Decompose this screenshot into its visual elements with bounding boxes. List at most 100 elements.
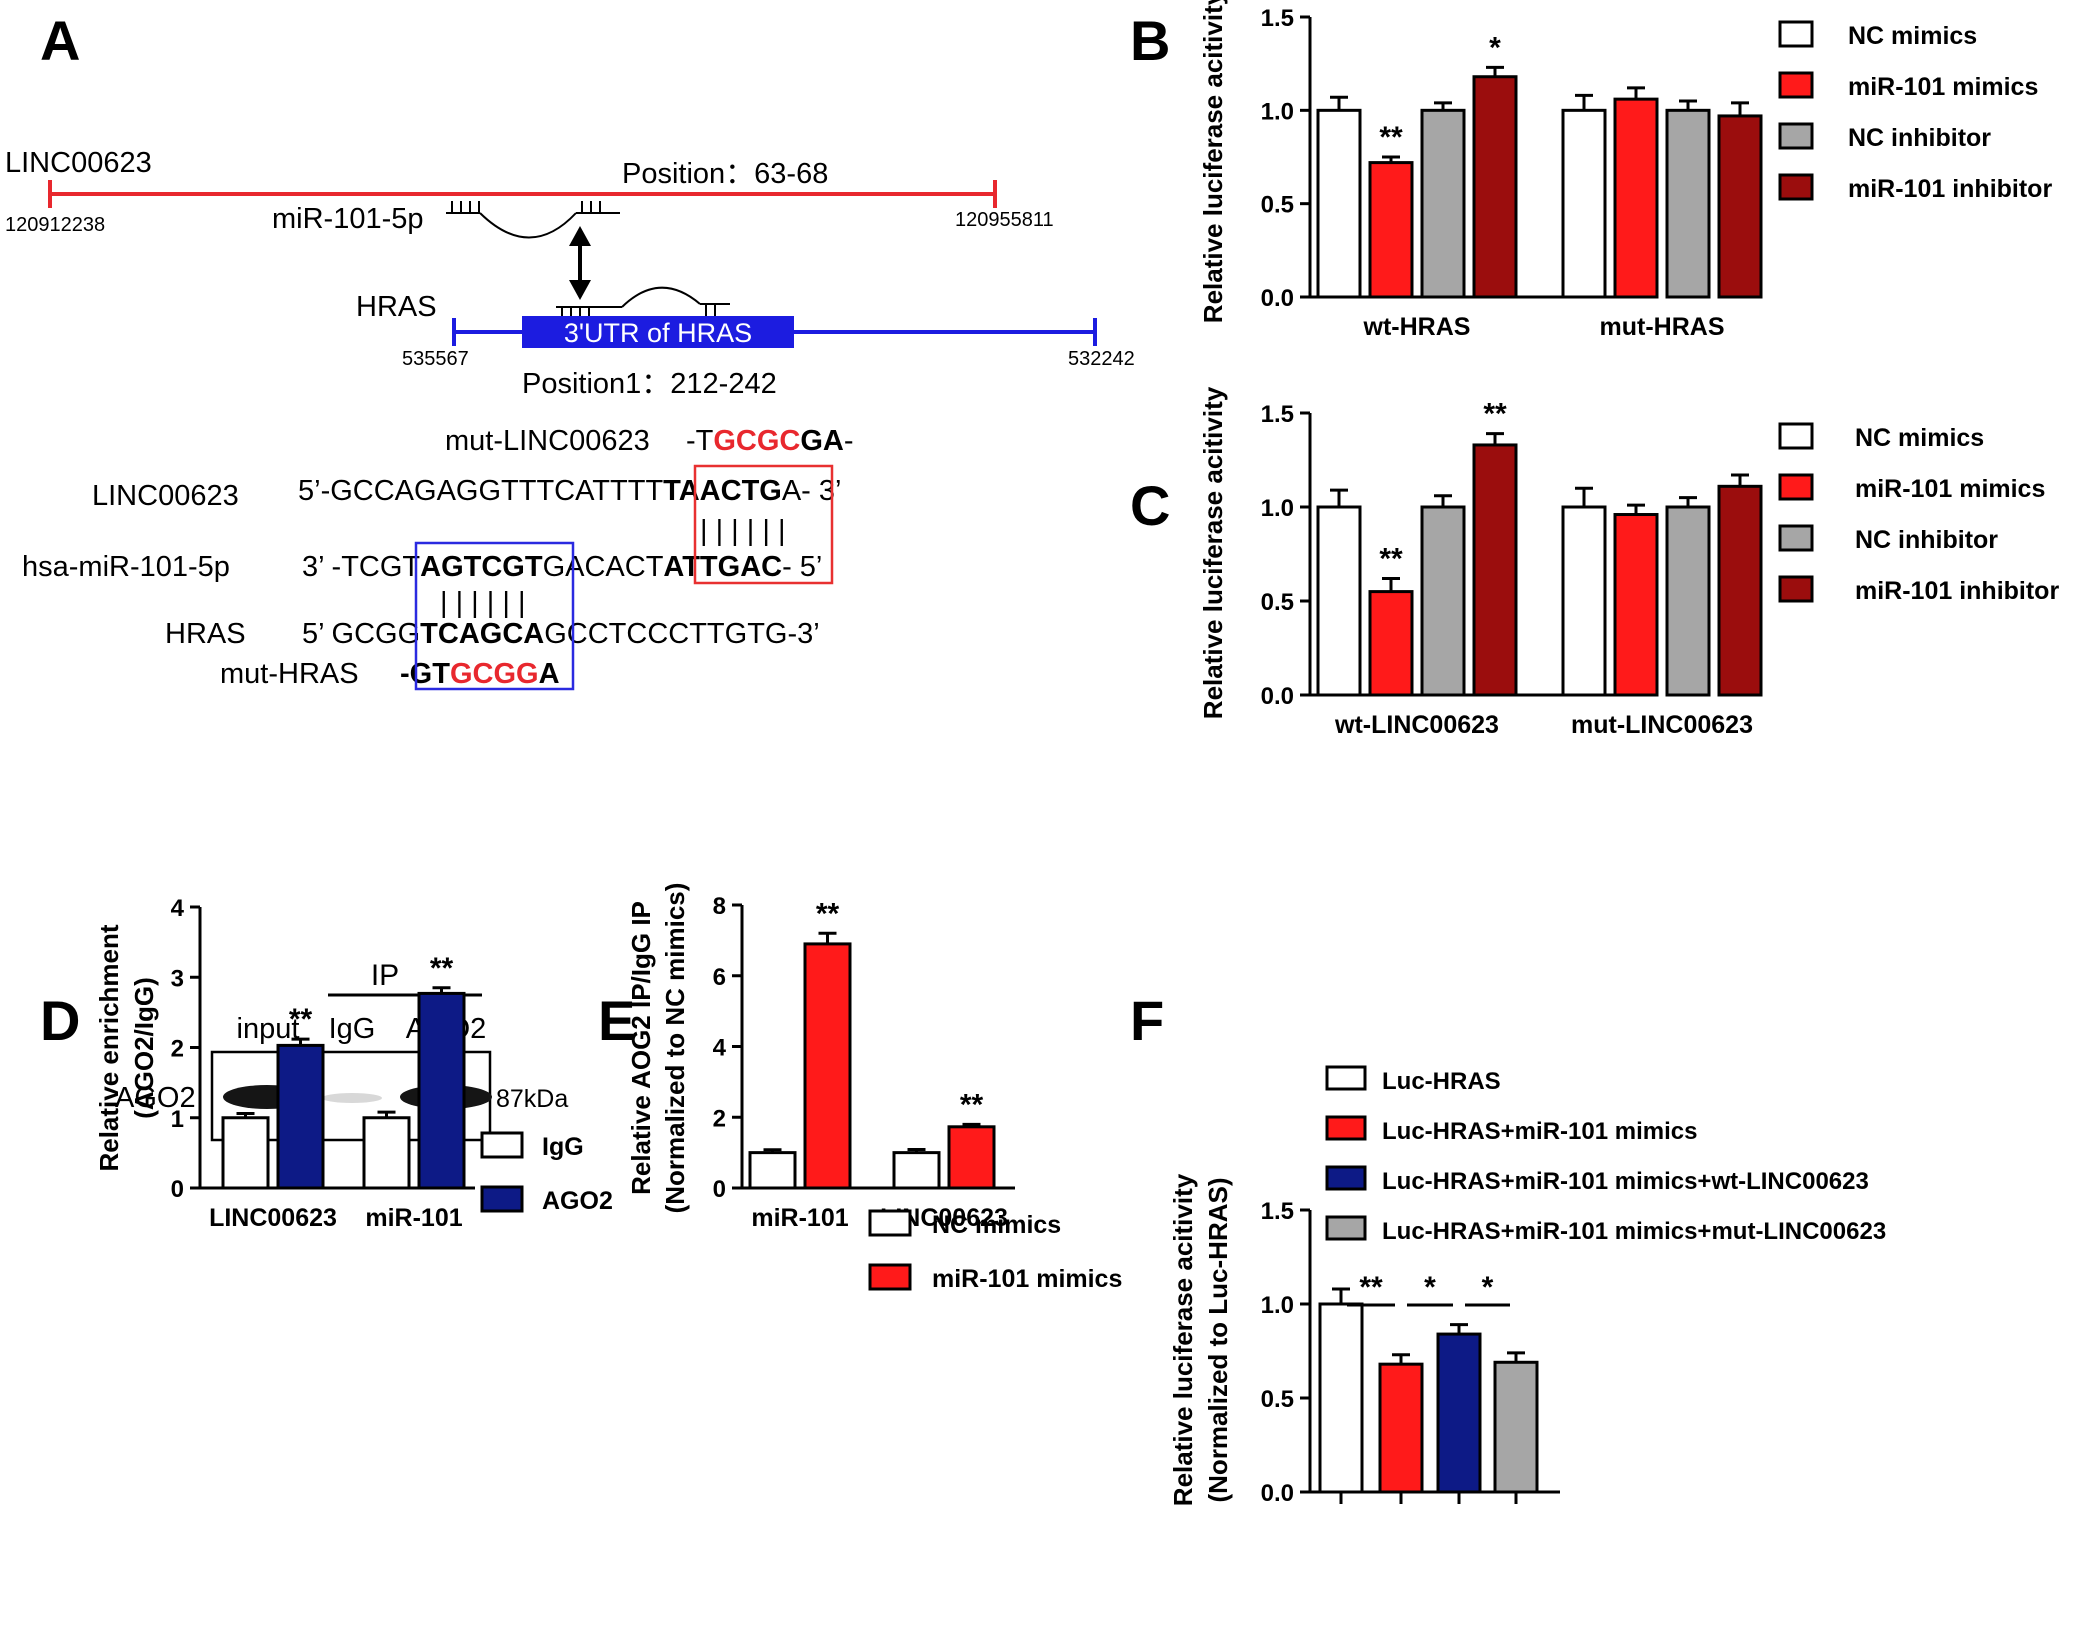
legend-label: miR-101 mimics (1855, 475, 2045, 503)
binding-arrow (569, 226, 591, 300)
bar-ago2 (276, 1043, 325, 1190)
position-label: Position：63-68 (622, 158, 828, 190)
legend-swatch (1778, 524, 1814, 552)
bar-nc-mimics (1316, 108, 1362, 299)
mut-hras-seq: -GTGCGGA (400, 658, 560, 690)
bar-nc-mimics (892, 1151, 941, 1190)
significance-marker: ** (1359, 1271, 1383, 1304)
significance-marker: ** (816, 897, 840, 930)
y-tick-label: 0.5 (1261, 192, 1294, 219)
legend-swatch (868, 1209, 912, 1237)
x-category-label: mut-HRAS (1600, 313, 1725, 341)
bar-mir-101-mimics (947, 1125, 996, 1190)
legend-label: NC mimics (932, 1211, 1061, 1239)
y-axis-label: Relative AOG2 IP/IgG IP (626, 901, 656, 1195)
y-tick-label: 1.5 (1261, 401, 1294, 428)
bar-nc-mimics (748, 1151, 797, 1190)
panel-a-schematic: A LINC00623 120912238 120955811 Position… (5, 9, 1135, 691)
bar-mir-101-inhibitor (1717, 484, 1763, 697)
linc-end-coord: 120955811 (955, 209, 1054, 231)
legend-label: NC inhibitor (1855, 526, 1998, 554)
legend-label: AGO2 (542, 1187, 613, 1215)
x-category-label: wt-LINC00623 (1334, 711, 1499, 739)
mir-name: miR-101-5p (272, 203, 424, 235)
mut-linc-seq: -TGCGCGA- (686, 425, 854, 457)
significance-marker: ** (1379, 542, 1403, 575)
y-axis-label: Relative luciferase acitivity (1198, 386, 1228, 719)
significance-marker: ** (1483, 398, 1507, 431)
legend-swatch (1778, 422, 1814, 450)
legend-label: Luc-HRAS+miR-101 mimics+mut-LINC00623 (1382, 1218, 1886, 1245)
linc-seq-label: LINC00623 (92, 480, 239, 512)
x-category-label: miR-101 (751, 1204, 848, 1232)
linc-match-box (693, 464, 834, 585)
y-axis-label-2: (Normalized to Luc-HRAS) (1203, 1178, 1233, 1503)
mut-linc-label: mut-LINC00623 (445, 425, 650, 457)
legend-swatch (1778, 20, 1814, 48)
bar-f-4 (1493, 1360, 1539, 1494)
significance-marker: * (1489, 31, 1501, 64)
bar-nc-mimics (1561, 505, 1607, 697)
panel-e-label: E (598, 989, 635, 1052)
x-category-label: LINC00623 (209, 1204, 337, 1232)
bar-nc-inhibitor (1665, 505, 1711, 697)
chart-panel-f: F 0.0 0.5 1.0 1.5 Relative luciferase acitivi… (1130, 989, 1886, 1507)
significance-marker: ** (289, 1003, 313, 1036)
significance-marker: ** (430, 952, 454, 985)
legend-swatch (1325, 1065, 1367, 1091)
bar-f-2 (1378, 1362, 1424, 1494)
legend-label: miR-101 inhibitor (1855, 577, 2059, 605)
y-tick-label: 0.0 (1261, 683, 1294, 710)
y-axis-label: Relative enrichment (94, 924, 124, 1171)
legend-swatch (480, 1131, 524, 1159)
blot-lane-igg: IgG (329, 1013, 376, 1045)
chart-panel-e: E 0 2 4 6 8 Relative AOG2 IP/IgG IP (Normalized… (598, 883, 1122, 1293)
x-category-label: miR-101 (365, 1204, 462, 1232)
hras-pairing-schematic (556, 286, 730, 319)
chart-panel-d: D 0 1 2 3 4 Relative enrichment (AGO2/IgG) ** LIN… (40, 895, 613, 1232)
legend-swatch (1778, 71, 1814, 99)
mir-schematic (446, 201, 620, 239)
hras-start-coord: 535567 (402, 348, 469, 370)
significance-marker: ** (960, 1088, 984, 1121)
significance-marker: * (1424, 1271, 1436, 1304)
blot-protein-label: AGO2 (115, 1082, 196, 1114)
linc-name: LINC00623 (5, 147, 152, 179)
y-tick-label: 1.0 (1261, 98, 1294, 125)
legend-swatch (1778, 473, 1814, 501)
y-tick-label: 0 (171, 1176, 184, 1203)
bar-mir-101-mimics (803, 942, 852, 1190)
hras-seq: 5’ GCGGTCAGCAGCCTCCCTTGTG-3’ (302, 618, 820, 650)
linc-seq: 5’-GCCAGAGGTTTCATTTTTAACTGA- 3’ (298, 475, 841, 507)
hras-seq-label: HRAS (165, 618, 246, 650)
bar-mir-101-inhibitor (1472, 75, 1518, 299)
y-tick-label: 4 (171, 895, 185, 922)
legend-swatch (1778, 575, 1814, 603)
legend-swatch (1778, 173, 1814, 201)
legend-label: miR-101 inhibitor (1848, 175, 2052, 203)
blot-band-igg (322, 1093, 382, 1103)
chart-panel-b: B 0.0 0.5 1.0 1.5 Relative luciferase acitivi… (1130, 0, 2052, 341)
bar-nc-inhibitor (1665, 108, 1711, 299)
mut-hras-label: mut-HRAS (220, 658, 359, 690)
blot-lane-input: input (237, 1013, 300, 1045)
y-tick-label: 0.5 (1261, 589, 1294, 616)
y-tick-label: 1.5 (1261, 1198, 1294, 1225)
y-tick-label: 1.0 (1261, 1292, 1294, 1319)
legend-label: NC mimics (1855, 424, 1984, 452)
legend-label: miR-101 mimics (932, 1265, 1122, 1293)
y-tick-label: 0 (713, 1176, 726, 1203)
y-axis-label-2: (Normalized to NC mimics) (660, 883, 690, 1214)
panel-c-label: C (1130, 474, 1170, 537)
hras-name: HRAS (356, 291, 437, 323)
bar-mir-101-inhibitor (1717, 114, 1763, 299)
y-axis-label: Relative luciferase acitivity (1198, 0, 1228, 323)
pairing-top: | | | | | | (700, 515, 786, 547)
bar-ago2 (417, 991, 466, 1190)
legend-label: NC inhibitor (1848, 124, 1991, 152)
y-tick-label: 6 (713, 964, 726, 991)
panel-f-label: F (1130, 989, 1164, 1052)
legend-label: miR-101 mimics (1848, 73, 2038, 101)
pairing-bottom: | | | | | | (440, 587, 526, 619)
y-tick-label: 8 (713, 893, 726, 920)
